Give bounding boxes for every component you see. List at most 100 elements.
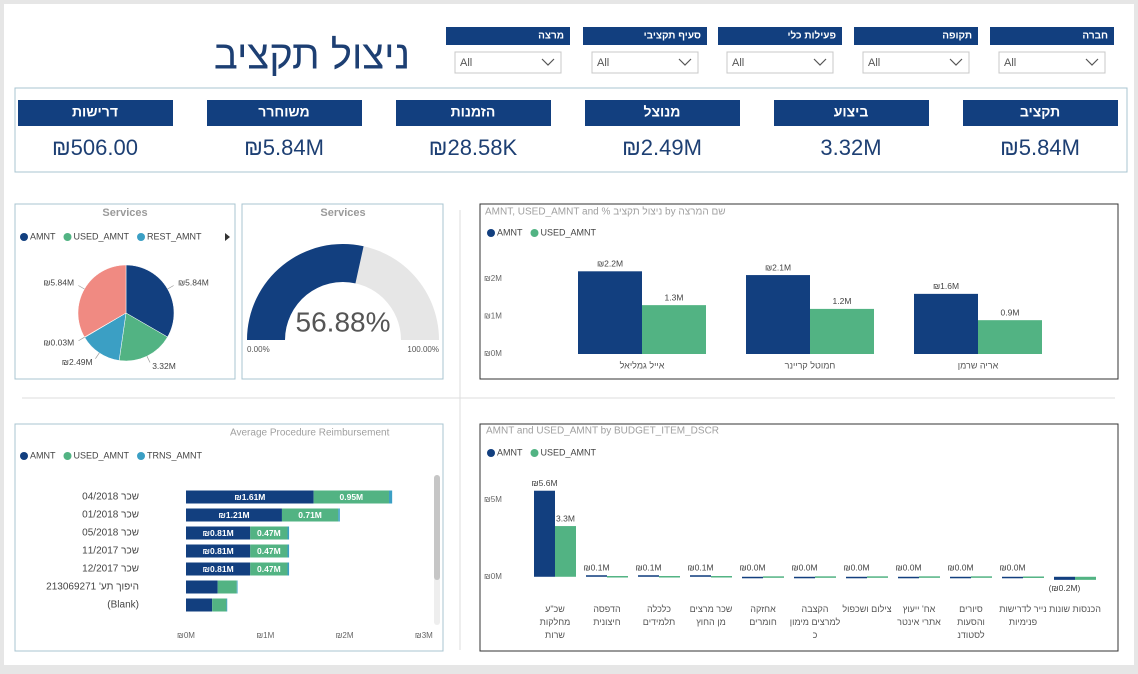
x-tick-label: ₪3M bbox=[415, 631, 433, 640]
data-label: ₪0.0M bbox=[843, 563, 869, 573]
bar bbox=[867, 576, 888, 578]
leader-line bbox=[146, 356, 151, 363]
gauge-min: 0.00% bbox=[247, 345, 270, 354]
x-tick-label: אח' ייעוץ אתרי אינטר bbox=[897, 604, 941, 627]
bar bbox=[846, 576, 867, 579]
filter-dropdown[interactable] bbox=[998, 51, 1106, 74]
kpi-header bbox=[18, 100, 173, 126]
data-label: ₪0.1M bbox=[583, 562, 609, 572]
legend-marker bbox=[20, 233, 28, 241]
legend-marker bbox=[487, 449, 495, 457]
bar bbox=[919, 576, 940, 578]
filter-label: סעיף תקציבי bbox=[644, 31, 701, 42]
kpi-header bbox=[963, 100, 1118, 126]
filter-value: All bbox=[597, 57, 609, 69]
gauge-value-label: 56.88% bbox=[296, 306, 391, 337]
hbar-panel bbox=[14, 423, 444, 652]
kpi-value: 3.32M bbox=[820, 135, 881, 160]
bar-segment bbox=[217, 580, 237, 594]
bar-segment bbox=[250, 544, 288, 558]
x-tick-label: נייר לדרישות פנימיות bbox=[999, 604, 1047, 627]
bar-segment bbox=[287, 544, 290, 558]
chart-title: Services bbox=[320, 207, 365, 219]
filter-header bbox=[583, 27, 707, 45]
bar bbox=[1075, 576, 1096, 580]
filter-label: מרצה bbox=[538, 31, 564, 42]
bar bbox=[690, 575, 711, 577]
data-label: ₪5.84M bbox=[43, 277, 74, 287]
chevron bbox=[541, 58, 555, 66]
legend-label: USED_AMNT bbox=[541, 447, 597, 457]
bar-panel bbox=[479, 423, 1119, 652]
data-label: ₪0.0M bbox=[947, 563, 973, 573]
leader-line bbox=[78, 336, 85, 342]
filter-dropdown[interactable] bbox=[726, 51, 834, 74]
filter-label: חברה bbox=[1082, 31, 1108, 42]
data-label: 3.32M bbox=[152, 361, 176, 371]
y-tick-label: ₪0M bbox=[484, 572, 502, 581]
chart-title: AMNT, USED_AMNT and % ניצול תקציב by שם … bbox=[485, 206, 726, 218]
x-tick-label: כלכלה תלמידים bbox=[642, 604, 676, 627]
bar bbox=[578, 271, 642, 354]
kpi-panel bbox=[14, 87, 1128, 173]
scroll-thumb[interactable] bbox=[434, 475, 440, 580]
kpi-value: ₪2.49M bbox=[622, 135, 702, 160]
data-label: ₪0.1M bbox=[687, 562, 713, 572]
data-label: 0.95M bbox=[340, 492, 364, 502]
legend-label: USED_AMNT bbox=[541, 227, 597, 237]
bar-segment bbox=[281, 508, 339, 522]
filter-dropdown[interactable] bbox=[862, 51, 970, 74]
bar-segment bbox=[313, 490, 389, 504]
filter-dropdown[interactable] bbox=[454, 51, 562, 74]
data-label: ₪1.21M bbox=[218, 510, 249, 520]
filter-dropdown[interactable] bbox=[591, 51, 699, 74]
data-label: ₪0.0M bbox=[999, 563, 1025, 573]
x-tick-label: ₪0M bbox=[177, 631, 195, 640]
data-label: (₪0.2M) bbox=[1049, 583, 1081, 593]
bar bbox=[742, 576, 763, 579]
bar bbox=[1023, 576, 1044, 578]
bar-segment bbox=[287, 526, 290, 540]
bar bbox=[971, 576, 992, 578]
kpi-label: מנוצל bbox=[644, 104, 681, 120]
legend-label: USED_AMNT bbox=[74, 231, 130, 241]
bar bbox=[950, 576, 971, 579]
kpi-header bbox=[207, 100, 362, 126]
bar bbox=[815, 576, 836, 578]
page-title: ניצול תקציב bbox=[214, 34, 410, 78]
data-label: 3.3M bbox=[556, 513, 575, 523]
leader-line bbox=[167, 285, 174, 290]
x-tick-label: אחזקה חומרים bbox=[749, 604, 777, 627]
bar bbox=[978, 320, 1042, 354]
bar bbox=[534, 490, 555, 577]
filter-label: תקופה bbox=[942, 31, 972, 42]
chevron bbox=[949, 58, 963, 66]
y-tick-label: ₪1M bbox=[484, 312, 502, 321]
x-tick-label: שכ"ע מחלקות שרות bbox=[539, 604, 571, 640]
data-label: ₪5.6M bbox=[531, 478, 557, 488]
bar-segment bbox=[186, 526, 251, 540]
legend-label: REST_AMNT bbox=[147, 231, 202, 241]
bar bbox=[1054, 576, 1075, 580]
filter-value: All bbox=[1004, 57, 1016, 69]
legend-marker bbox=[20, 452, 28, 460]
legend-more-arrow[interactable] bbox=[225, 233, 230, 241]
leader-line bbox=[95, 352, 100, 359]
y-tick-label: שכר 11/2017 bbox=[82, 546, 139, 557]
kpi-label: משוחרר bbox=[258, 104, 309, 120]
bar-segment bbox=[186, 562, 251, 576]
chevron bbox=[678, 58, 692, 66]
bar bbox=[914, 293, 978, 354]
x-tick-label: צילום ושכפול bbox=[842, 604, 892, 614]
data-label: ₪0.0M bbox=[791, 563, 817, 573]
data-label: ₪0.03M bbox=[43, 338, 74, 348]
kpi-header bbox=[585, 100, 740, 126]
y-tick-label: שכר 12/2017 bbox=[82, 564, 139, 575]
y-tick-label: שכר 05/2018 bbox=[82, 528, 139, 539]
legend-label: AMNT bbox=[497, 227, 523, 237]
legend-marker bbox=[137, 452, 146, 460]
x-tick-label: אייל גמליאל bbox=[620, 360, 665, 370]
legend-label: AMNT bbox=[30, 450, 56, 460]
filter-value: All bbox=[732, 57, 744, 69]
